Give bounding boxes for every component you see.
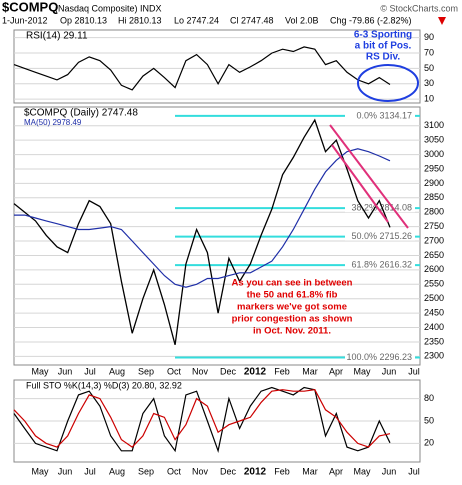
y-tick-label: 2750 [424,221,444,231]
y-tick-label: 2950 [424,163,444,173]
y-tick-label: 2600 [424,264,444,274]
high: Hi 2810.13 [118,15,162,25]
series-line [13,389,391,448]
y-tick-label: 80 [424,393,434,403]
index-name: (Nasdaq Composite) INDX [55,3,162,13]
x-tick-label: May [353,366,371,376]
highlight-ellipse [357,64,419,102]
y-tick-label: 2550 [424,279,444,289]
x-tick-label: Mar [302,366,318,376]
y-tick-label: 3100 [424,120,444,130]
y-tick-label: 30 [424,78,434,88]
y-tick-label: 70 [424,47,434,57]
series-line [13,46,391,91]
x-tick-label: Dec [220,366,237,376]
x-tick-label: Jun [382,466,397,476]
x-tick-label: Feb [274,466,290,476]
fib-label: 0.0% 3134.17 [356,110,412,120]
fib-label: 100.0% 2296.23 [346,352,412,362]
source: © StockCharts.com [380,3,458,13]
symbol: $COMPQ [2,0,58,14]
x-tick-label: Apr [329,466,343,476]
x-tick-label: Jun [58,466,73,476]
y-tick-label: 2900 [424,178,444,188]
y-tick-label: 2300 [424,351,444,361]
x-tick-label: Sep [138,466,154,476]
y-tick-label: 2800 [424,207,444,217]
y-tick-label: 2700 [424,235,444,245]
x-tick-label: Sep [138,366,154,376]
x-tick-label: Jul [408,466,420,476]
legend-entry: MA(50) 2978.49 [24,118,82,127]
annotation: markers we've got some [237,302,347,313]
x-tick-label: Feb [274,366,290,376]
y-tick-label: 50 [424,63,434,73]
x-tick-label: Oct [167,366,182,376]
x-tick-label: Apr [329,366,343,376]
fib-label-bg [345,231,415,241]
y-tick-label: 2400 [424,322,444,332]
x-tick-label: Jul [84,466,96,476]
y-tick-label: 10 [424,94,434,104]
series-line [14,148,391,288]
date: 1-Jun-2012 [2,15,48,25]
annotation: As you can see in between [232,278,353,289]
x-tick-label: May [31,466,49,476]
x-tick-label: Jun [382,366,397,376]
low: Lo 2747.24 [174,15,219,25]
x-tick-label: May [353,466,371,476]
channel-line [331,144,389,223]
x-tick-label: Nov [192,466,209,476]
y-tick-label: 2650 [424,250,444,260]
fib-label-bg [345,352,415,362]
fib-label: 50.0% 2715.26 [351,231,412,241]
legend-entry: RSI(14) 29.11 [26,31,88,42]
x-tick-label: Dec [220,466,237,476]
x-tick-label: Aug [109,466,125,476]
x-tick-label: Jul [84,366,96,376]
fib-label-bg [345,203,415,213]
x-tick-label: May [31,366,49,376]
y-tick-label: 90 [424,32,434,42]
annotation: 6-3 Sporting [354,30,412,41]
y-tick-label: 2450 [424,307,444,317]
series-line [13,386,391,454]
rsi-frame [13,29,421,104]
x-tick-label: Oct [167,466,182,476]
y-tick-label: 2500 [424,293,444,303]
panel-title: Full STO %K(14,3) %D(3) 20.80, 32.92 [26,380,182,390]
y-tick-label: 20 [424,438,434,448]
close: Cl 2747.48 [230,15,274,25]
change: Chg -79.86 (-2.82%) [330,15,412,25]
x-tick-label: 2012 [244,367,267,378]
legend-entry: $COMPQ (Daily) 2747.48 [24,108,138,119]
annotation: in Oct. Nov. 2011. [253,326,331,337]
x-tick-label: 2012 [244,467,267,478]
annotation: RS Div. [366,52,400,63]
volume: Vol 2.0B [285,15,319,25]
annotation: prior congestion as shown [232,314,353,325]
y-tick-label: 3000 [424,149,444,159]
y-tick-label: 2850 [424,192,444,202]
channel-line [329,124,409,229]
x-tick-label: Nov [192,366,209,376]
x-tick-label: Mar [302,466,318,476]
fib-label: 61.8% 2616.32 [351,260,412,270]
fib-label-bg [345,110,415,120]
open: Op 2810.13 [60,15,107,25]
x-tick-label: Jul [408,366,420,376]
y-tick-label: 2350 [424,336,444,346]
fib-label-bg [345,260,415,270]
annotation: a bit of Pos. [355,41,412,52]
x-tick-label: Aug [109,366,125,376]
annotation: the 50 and 61.8% fib [247,290,338,301]
down-arrow [438,17,446,25]
y-tick-label: 50 [424,415,434,425]
y-tick-label: 3050 [424,135,444,145]
x-tick-label: Jun [58,366,73,376]
